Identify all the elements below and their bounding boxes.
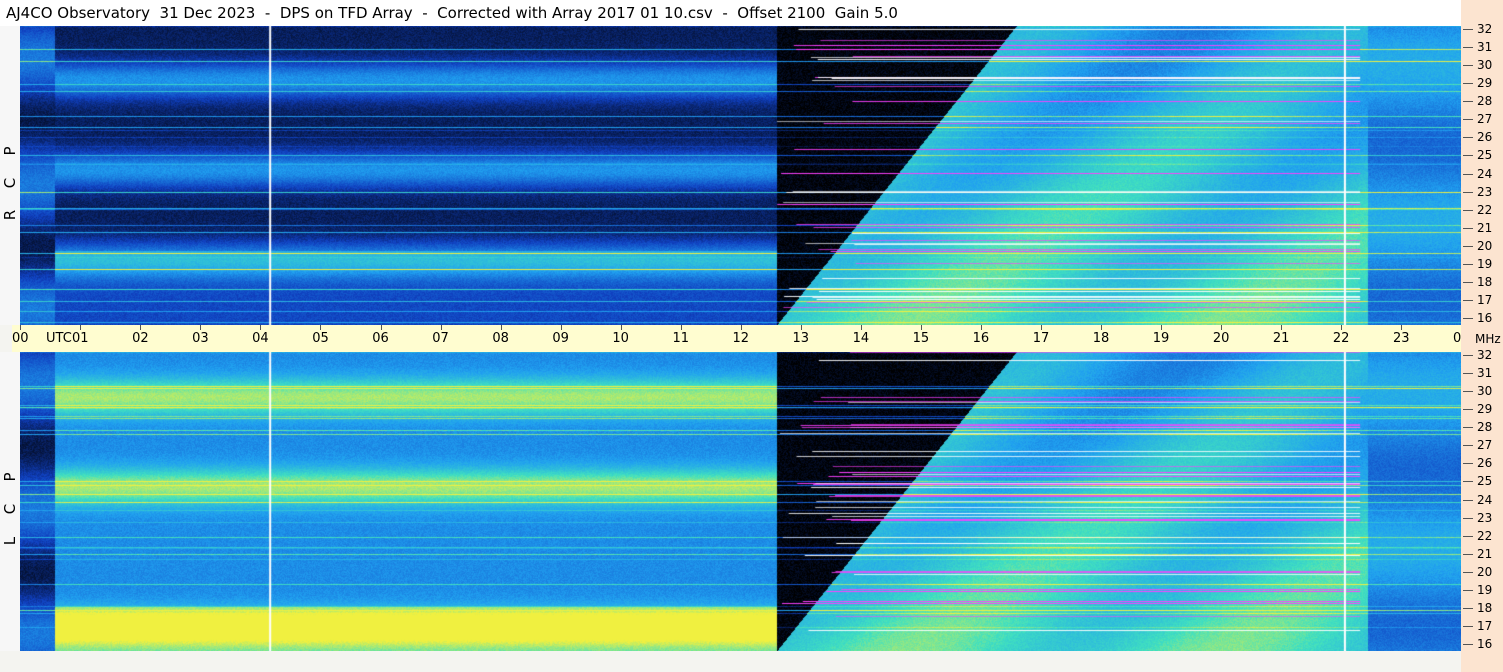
freq-tick: 29 [1462, 76, 1493, 91]
lcp-frequency-axis: 32 31 30 29 28 27 26 25 24 23 22 21 20 19 18 17 16 [1461, 326, 1503, 672]
lcp-spectrogram [20, 352, 1461, 651]
freq-tick: 16 [1462, 637, 1493, 651]
freq-tick: 27 [1462, 438, 1493, 453]
freq-tick: 22 [1462, 528, 1493, 543]
time-tick: 16 [972, 325, 990, 346]
time-tick: 05 [312, 325, 329, 346]
freq-tick: 28 [1462, 94, 1493, 109]
freq-tick: 20 [1462, 564, 1493, 579]
lcp-label-c-1: C [1, 503, 19, 515]
freq-tick: 24 [1462, 166, 1493, 181]
time-tick: 15 [912, 325, 930, 346]
freq-tick: 32 [1462, 22, 1493, 36]
time-tick: 17 [1032, 325, 1050, 346]
title-bar: AJ4CO Observatory 31 Dec 2023 - DPS on T… [0, 0, 1463, 26]
time-tick: 20 [1212, 325, 1230, 346]
freq-tick: 20 [1462, 238, 1493, 253]
freq-tick: 17 [1462, 618, 1493, 633]
time-tick: 19 [1152, 325, 1170, 346]
time-tick: 10 [612, 325, 629, 346]
lcp-label-p-2: P [1, 472, 19, 482]
freq-tick: 23 [1462, 510, 1493, 525]
rcp-frequency-axis: 32 31 30 29 28 27 26 25 24 23 22 21 20 19 18 17 16 [1461, 0, 1503, 326]
freq-tick: 25 [1462, 474, 1493, 489]
time-tick: 07 [432, 325, 449, 346]
time-tick: 12 [732, 325, 750, 346]
time-tick: 03 [192, 325, 209, 346]
freq-tick: 29 [1462, 402, 1493, 417]
time-tick: 04 [252, 325, 269, 346]
freq-tick: 24 [1462, 492, 1493, 507]
lcp-heatmap [20, 352, 1461, 651]
time-tick: 09 [552, 325, 569, 346]
freq-tick: 32 [1462, 348, 1493, 362]
rcp-side-label: R C P [0, 26, 20, 325]
freq-tick: 31 [1462, 366, 1493, 381]
mhz-unit-label: MHz [1475, 332, 1501, 346]
freq-tick: 26 [1462, 130, 1493, 145]
freq-tick: 30 [1462, 384, 1493, 399]
time-tick: 00 [12, 325, 29, 346]
freq-tick: 23 [1462, 184, 1493, 199]
freq-tick: 18 [1462, 274, 1493, 289]
freq-tick: 30 [1462, 58, 1493, 73]
time-tick: 08 [492, 325, 509, 346]
freq-tick: 25 [1462, 148, 1493, 163]
time-tick: 21 [1272, 325, 1290, 346]
freq-tick: 16 [1462, 311, 1493, 325]
freq-tick: 17 [1462, 292, 1493, 307]
freq-tick: 22 [1462, 202, 1493, 217]
rcp-label-c-1: C [1, 177, 19, 189]
chart-title: AJ4CO Observatory 31 Dec 2023 - DPS on T… [6, 4, 898, 22]
freq-tick: 19 [1462, 256, 1493, 271]
freq-tick: 19 [1462, 582, 1493, 597]
rcp-label-p-2: P [1, 146, 19, 156]
time-tick: 02 [132, 325, 149, 346]
freq-tick: 31 [1462, 40, 1493, 55]
time-tick: 01 [72, 325, 89, 346]
time-tick: 11 [672, 325, 689, 346]
time-tick: 22 [1332, 325, 1350, 346]
time-axis: 00 01 02 03 04 05 06 07 08 09 10 11 12 13 14 15 16 17 18 19… [12, 325, 1470, 352]
rcp-spectrogram [20, 26, 1461, 325]
lcp-label-l-0: L [1, 536, 19, 546]
freq-tick: 21 [1462, 220, 1493, 235]
time-tick: 06 [372, 325, 389, 346]
time-tick: 13 [792, 325, 810, 346]
freq-tick: 28 [1462, 420, 1493, 435]
lcp-side-label: L C P [0, 352, 20, 651]
rcp-label-r-0: R [1, 209, 19, 221]
freq-tick: 21 [1462, 546, 1493, 561]
utc-unit-label: UTC [46, 331, 72, 346]
time-tick: 23 [1392, 325, 1410, 346]
freq-tick: 26 [1462, 456, 1493, 471]
freq-tick: 18 [1462, 600, 1493, 615]
time-tick: 18 [1092, 325, 1110, 346]
time-tick: 14 [852, 325, 870, 346]
rcp-heatmap [20, 26, 1461, 325]
freq-tick: 27 [1462, 112, 1493, 127]
